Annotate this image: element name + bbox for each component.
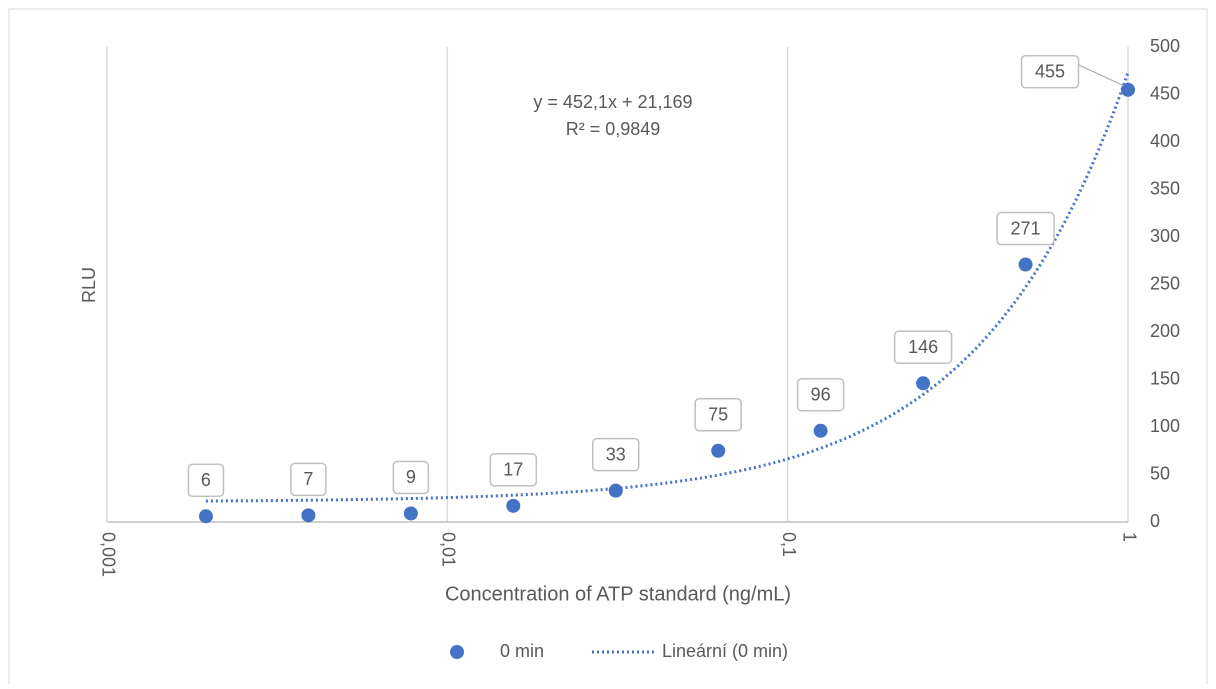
data-point [608, 483, 623, 498]
leader-line [1075, 63, 1125, 87]
data-label: 6 [201, 470, 211, 490]
data-label: 271 [1011, 218, 1041, 238]
data-point [813, 423, 828, 438]
legend-label: 0 min [500, 641, 544, 661]
y-tick-label: 100 [1150, 416, 1180, 436]
data-label: 146 [908, 337, 938, 357]
y-tick-label: 50 [1150, 463, 1170, 483]
chart-frame [8, 8, 1208, 689]
data-label: 75 [708, 405, 728, 425]
data-label: 17 [503, 460, 523, 480]
data-point [916, 376, 931, 391]
x-tick-label: 0,1 [779, 532, 799, 557]
label-box [489, 453, 538, 487]
y-tick-label: 0 [1150, 511, 1160, 531]
data-label: 96 [811, 385, 831, 405]
label-box [893, 330, 953, 365]
x-axis-label: Concentration of ATP standard (ng/mL) [445, 583, 791, 605]
legend-label: Lineární (0 min) [662, 641, 788, 661]
y-tick-label: 500 [1150, 36, 1180, 56]
label-box [290, 462, 327, 497]
y-tick-label: 300 [1150, 226, 1180, 246]
label-box [796, 378, 845, 412]
y-tick-label: 200 [1150, 321, 1180, 341]
label-box [694, 398, 742, 432]
x-tick-label: 1 [1119, 532, 1139, 542]
data-label: 33 [606, 444, 626, 464]
data-point [301, 508, 316, 523]
y-tick-label: 350 [1150, 178, 1180, 198]
label-box [1020, 55, 1080, 89]
y-axis-label: RLU [79, 267, 99, 303]
y-tick-label: 150 [1150, 368, 1180, 388]
data-point [711, 443, 726, 458]
label-box [392, 460, 430, 495]
label-box [591, 437, 640, 472]
trendline [205, 71, 1130, 503]
data-label: 9 [406, 467, 416, 487]
data-point [403, 506, 418, 521]
x-tick-label: 0,001 [98, 532, 118, 577]
data-label: 455 [1035, 62, 1065, 82]
y-tick-label: 400 [1150, 131, 1180, 151]
data-point [506, 498, 521, 513]
data-label: 7 [303, 469, 313, 489]
legend-marker [450, 645, 464, 659]
data-point [1018, 257, 1033, 272]
label-box [996, 211, 1055, 246]
trend-equation: y = 452,1x + 21,169 [533, 92, 692, 112]
trend-r2: R² = 0,9849 [566, 119, 661, 139]
data-point [198, 509, 213, 524]
x-tick-label: 0,01 [439, 532, 459, 567]
y-tick-label: 250 [1150, 273, 1180, 293]
y-tick-label: 450 [1150, 83, 1180, 103]
data-point [1121, 82, 1135, 97]
label-box [187, 463, 225, 498]
